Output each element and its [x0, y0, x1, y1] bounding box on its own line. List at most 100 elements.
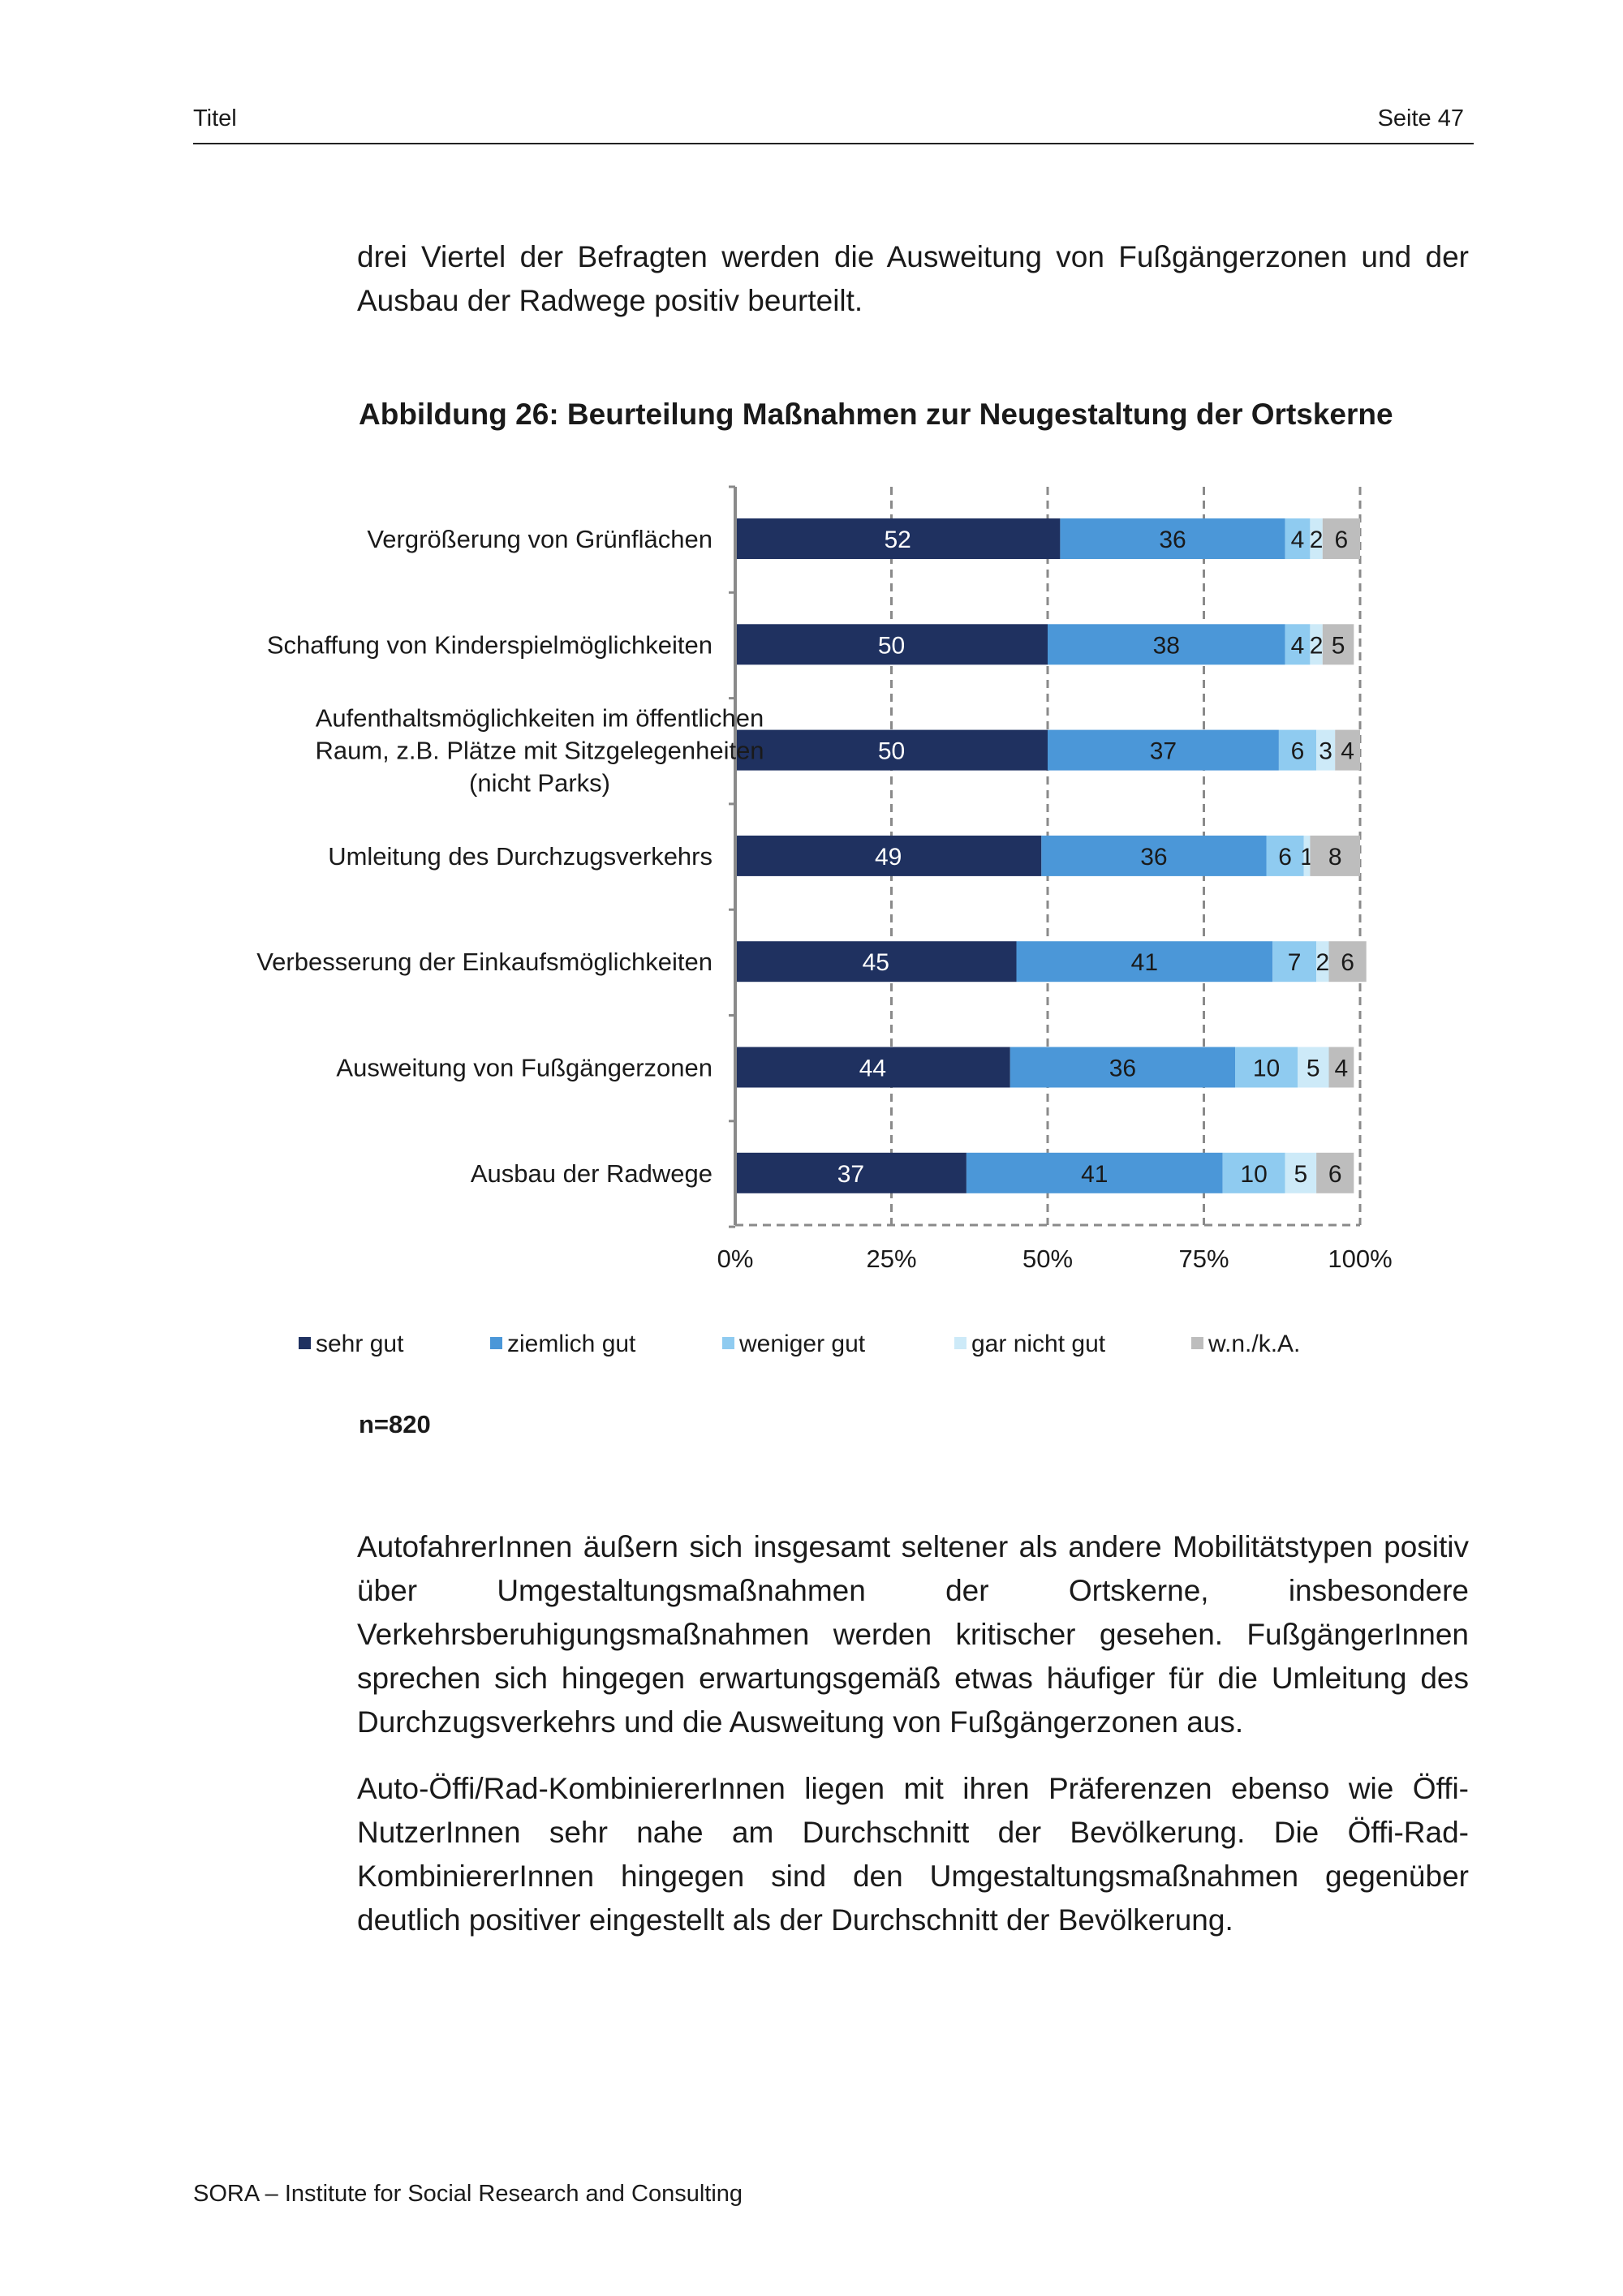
bar-segment — [1316, 941, 1329, 982]
data-label: 41 — [1081, 1161, 1108, 1188]
category-label-line: Ausbau der Radwege — [471, 1159, 712, 1188]
data-label: 6 — [1335, 527, 1349, 553]
paragraph-3: Auto-Öffi/Rad-KombiniererInnen liegen mi… — [357, 1767, 1469, 1942]
data-label: 10 — [1240, 1161, 1267, 1188]
paragraph-2: AutofahrerInnen äußern sich insgesamt se… — [357, 1525, 1469, 1744]
data-label: 52 — [885, 527, 911, 553]
data-label: 37 — [837, 1161, 864, 1188]
bar-segment — [735, 624, 1048, 665]
data-label: 5 — [1307, 1056, 1320, 1082]
legend-swatch — [722, 1337, 734, 1349]
bar-segment — [1235, 1047, 1298, 1088]
bar-segment — [1322, 624, 1354, 665]
legend-label: weniger gut — [738, 1331, 866, 1357]
data-label: 2 — [1310, 632, 1324, 659]
bar-segment — [1328, 1047, 1354, 1088]
bar-segment — [735, 1047, 1010, 1088]
data-label: 2 — [1310, 527, 1324, 553]
category-label-line: Verbesserung der Einkaufsmöglichkeiten — [256, 948, 712, 976]
data-label: 4 — [1341, 738, 1354, 765]
data-label: 36 — [1159, 527, 1186, 553]
bar-segment — [735, 518, 1061, 559]
data-label: 4 — [1291, 527, 1305, 553]
data-label: 50 — [878, 738, 905, 765]
bar-segment — [1316, 729, 1336, 771]
bar-segment — [1310, 835, 1360, 876]
bar-segment — [1266, 835, 1304, 876]
category-label-line: (nicht Parks) — [469, 769, 610, 798]
data-label: 5 — [1332, 632, 1345, 659]
bar-segment — [1010, 1047, 1235, 1088]
bar-segment — [1016, 941, 1273, 982]
category-label-line: Vergrößerung von Grünflächen — [367, 525, 712, 553]
bar-segment — [735, 729, 1048, 771]
data-label: 45 — [863, 949, 889, 976]
x-tick-label: 75% — [1178, 1245, 1229, 1273]
data-label: 5 — [1294, 1161, 1308, 1188]
data-label: 10 — [1253, 1056, 1280, 1082]
page-number: Seite 47 — [1377, 105, 1464, 131]
bar-segment — [1322, 518, 1360, 559]
bars: 52 36 4 2 650 38 4 2 550 37 6 3 449 36 6 1 845 41 7 2 644 36 1… — [735, 518, 1367, 1193]
legend-label: sehr gut — [316, 1331, 404, 1357]
bar-segment — [1335, 729, 1360, 771]
data-label: 37 — [1150, 738, 1177, 765]
data-label: 6 — [1291, 738, 1305, 765]
legend-swatch — [1191, 1337, 1203, 1349]
legend: sehr gut ziemlich gut weniger gut gar nicht… — [299, 1331, 1300, 1357]
data-label: 6 — [1328, 1161, 1342, 1188]
data-label: 6 — [1341, 949, 1354, 976]
legend-label: w.n./k.A. — [1208, 1331, 1300, 1357]
x-tick-label: 0% — [717, 1245, 754, 1273]
bar-segment — [1048, 624, 1285, 665]
category-labels: Vergrößerung von Grünflächen Schaffung vo… — [256, 525, 764, 1188]
category-label: Umleitung des Durchzugsverkehrs — [328, 842, 712, 871]
bar-segment — [735, 941, 1017, 982]
category-label: Vergrößerung von Grünflächen — [367, 525, 712, 553]
bar-segment — [1272, 941, 1317, 982]
data-label: 36 — [1140, 844, 1167, 871]
data-label: 4 — [1335, 1056, 1349, 1082]
data-label: 6 — [1278, 844, 1292, 871]
stacked-bar-chart: 52 36 4 2 650 38 4 2 550 37 6 3 449 36 6 1 845 41 7 2 644 36 1… — [256, 485, 1393, 1357]
data-label: 38 — [1153, 632, 1180, 659]
x-tick-label: 25% — [866, 1245, 916, 1273]
data-label: 8 — [1328, 844, 1342, 871]
data-label: 41 — [1131, 949, 1158, 976]
data-label: 49 — [875, 844, 902, 871]
bar-segment — [1316, 1152, 1354, 1193]
legend-swatch — [490, 1337, 502, 1349]
intro-paragraph: drei Viertel der Befragten werden die Au… — [357, 235, 1469, 323]
data-label: 36 — [1109, 1056, 1136, 1082]
bar-segment — [1285, 518, 1311, 559]
category-label: Verbesserung der Einkaufsmöglichkeiten — [256, 948, 712, 976]
bar-segment — [1303, 835, 1311, 876]
category-label-line: Aufenthaltsmöglichkeiten im öffentlichen — [316, 704, 764, 733]
intro-text: drei Viertel der Befragten werden die Au… — [357, 240, 1469, 317]
bar-segment — [1041, 835, 1267, 876]
legend-label: ziemlich gut — [507, 1331, 636, 1357]
bar-segment — [1060, 518, 1285, 559]
category-label: Ausbau der Radwege — [471, 1159, 712, 1188]
header-title: Titel — [193, 105, 237, 131]
category-label-line: Schaffung von Kinderspielmöglichkeiten — [267, 630, 712, 659]
bar-segment — [735, 835, 1042, 876]
legend-label: gar nicht gut — [971, 1331, 1106, 1357]
x-tick-label: 50% — [1022, 1245, 1073, 1273]
data-label: 7 — [1288, 949, 1302, 976]
category-label: Schaffung von Kinderspielmöglichkeiten — [267, 630, 712, 659]
legend-swatch — [299, 1337, 311, 1349]
data-label: 2 — [1315, 949, 1329, 976]
paragraph-2-text: AutofahrerInnen äußern sich insgesamt se… — [357, 1530, 1469, 1739]
page-footer: SORA – Institute for Social Research and… — [193, 2181, 743, 2207]
data-label: 3 — [1319, 738, 1332, 765]
bar-segment — [1278, 729, 1317, 771]
category-label: Ausweitung von Fußgängerzonen — [336, 1054, 712, 1082]
paragraph-3-text: Auto-Öffi/Rad-KombiniererInnen liegen mi… — [357, 1772, 1469, 1937]
figure-title: Abbildung 26: Beurteilung Maßnahmen zur … — [359, 398, 1393, 431]
sample-size: n=820 — [359, 1410, 431, 1438]
bar-segment — [1310, 518, 1323, 559]
bar-segment — [1310, 624, 1323, 665]
data-label: 44 — [859, 1056, 886, 1082]
bar-segment — [1222, 1152, 1285, 1193]
